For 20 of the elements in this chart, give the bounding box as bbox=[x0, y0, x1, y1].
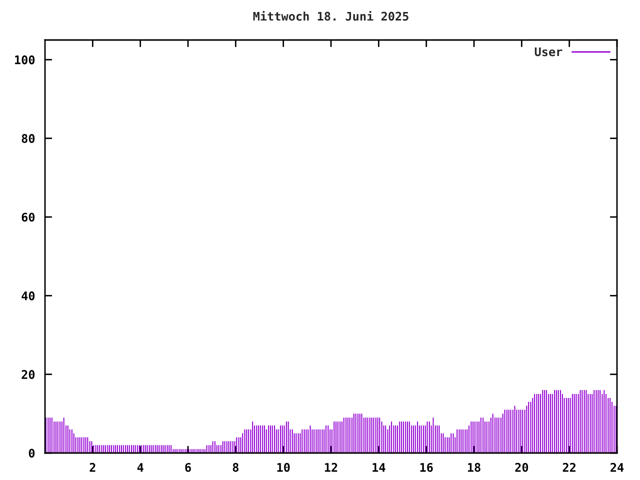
x-tick-label: 4 bbox=[137, 463, 144, 472]
x-tick-label: 2 bbox=[90, 462, 96, 472]
x-tick-label: 22 bbox=[562, 462, 576, 472]
x-tick-label: 18 bbox=[468, 462, 480, 472]
x-tick-label: 24 bbox=[610, 462, 624, 472]
y-tick-label: 40 bbox=[22, 291, 35, 300]
x-tick-label: 6 bbox=[185, 462, 191, 472]
legend-label: User bbox=[534, 47, 562, 56]
y-tick-label: 60 bbox=[22, 212, 35, 222]
y-tick-label: 0 bbox=[28, 448, 35, 458]
x-tick-label: 8 bbox=[232, 462, 238, 472]
x-tick-label: 16 bbox=[420, 462, 433, 472]
x-tick-label: 12 bbox=[324, 462, 338, 472]
y-tick-label: 80 bbox=[22, 134, 35, 143]
x-tick-label: 20 bbox=[515, 462, 528, 472]
y-tick-label: 100 bbox=[15, 55, 35, 64]
y-tick-label: 20 bbox=[22, 370, 35, 379]
chart-title: Mittwoch 18. Juni 2025 bbox=[253, 10, 408, 21]
x-tick-label: 14 bbox=[372, 463, 386, 472]
x-tick-label: 10 bbox=[277, 462, 290, 472]
